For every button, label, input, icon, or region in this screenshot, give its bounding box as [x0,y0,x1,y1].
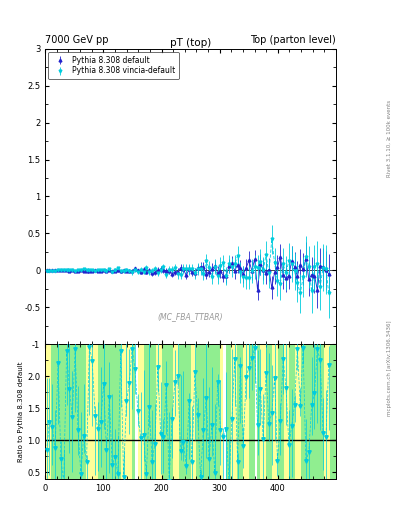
Bar [127,345,132,479]
Bar [237,345,243,479]
Text: (MC_FBA_TTBAR): (MC_FBA_TTBAR) [158,312,223,321]
Bar [249,345,255,479]
Legend: Pythia 8.308 default, Pythia 8.308 vincia-default: Pythia 8.308 default, Pythia 8.308 vinci… [48,52,179,79]
Bar [115,345,121,479]
Bar [319,345,324,479]
Bar [138,345,144,479]
Bar [80,345,86,479]
Bar [324,345,330,479]
Bar [307,345,313,479]
Bar [202,345,208,479]
Bar [68,345,74,479]
Bar [243,345,249,479]
Bar [62,345,68,479]
Bar [255,345,261,479]
Bar [272,345,278,479]
Bar [220,345,226,479]
Bar [86,345,92,479]
Bar [290,345,295,479]
Text: Rivet 3.1.10, ≥ 100k events: Rivet 3.1.10, ≥ 100k events [387,100,392,177]
Bar [191,345,196,479]
Bar [103,345,109,479]
Bar [109,345,115,479]
Bar [226,345,231,479]
Bar [45,345,51,479]
Bar [278,345,284,479]
Bar [57,345,62,479]
Bar [173,345,179,479]
Bar [231,345,237,479]
Text: mcplots.cern.ch [arXiv:1306.3436]: mcplots.cern.ch [arXiv:1306.3436] [387,321,392,416]
Bar [196,345,202,479]
Bar [162,345,167,479]
Bar [97,345,103,479]
Bar [255,345,257,479]
Bar [167,345,173,479]
Bar [150,345,156,479]
Bar [185,345,191,479]
Bar [313,345,319,479]
Bar [330,345,336,479]
Bar [295,345,301,479]
Bar [132,345,138,479]
Bar [222,345,226,479]
Bar [284,345,290,479]
Text: Top (parton level): Top (parton level) [250,35,336,45]
Bar [74,345,80,479]
Bar [214,345,220,479]
Bar [261,345,266,479]
Bar [156,345,162,479]
Bar [51,345,57,479]
Bar [144,345,150,479]
Bar [266,345,272,479]
Bar [121,345,127,479]
Y-axis label: Ratio to Pythia 8.308 default: Ratio to Pythia 8.308 default [18,361,24,462]
Bar [179,345,185,479]
Text: 7000 GeV pp: 7000 GeV pp [45,35,109,45]
Bar [301,345,307,479]
Bar [208,345,214,479]
Title: pT (top): pT (top) [170,38,211,48]
Bar [92,345,97,479]
Bar [135,345,138,479]
